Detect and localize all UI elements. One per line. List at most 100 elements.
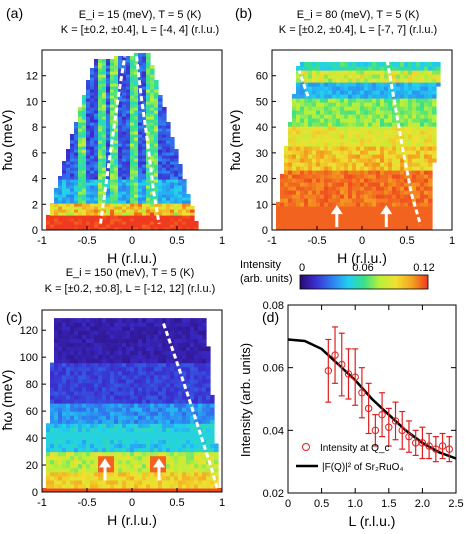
heatmap-cell bbox=[142, 407, 147, 412]
heatmap-cell bbox=[312, 178, 317, 183]
heatmap-cell bbox=[46, 224, 51, 228]
heatmap-cell bbox=[340, 122, 345, 127]
heatmap-cell bbox=[420, 130, 425, 135]
heatmap-cell bbox=[162, 209, 167, 213]
heatmap-cell bbox=[102, 80, 107, 84]
heatmap-cell bbox=[178, 342, 183, 347]
heatmap-cell bbox=[114, 62, 119, 66]
heatmap-cell bbox=[94, 403, 99, 408]
heatmap-cell bbox=[344, 166, 349, 171]
heatmap-cell bbox=[138, 101, 143, 105]
heatmap-cell bbox=[400, 194, 405, 199]
heatmap-cell bbox=[380, 70, 385, 75]
heatmap-cell bbox=[114, 362, 119, 368]
heatmap-cell bbox=[412, 186, 417, 191]
heatmap-cell bbox=[324, 74, 329, 79]
heatmap-cell bbox=[284, 226, 289, 230]
heatmap-cell bbox=[74, 411, 79, 416]
heatmap-cell bbox=[182, 342, 187, 347]
heatmap-cell bbox=[126, 131, 131, 135]
heatmap-cell bbox=[138, 354, 143, 360]
heatmap-cell bbox=[94, 149, 99, 153]
heatmap-cell bbox=[360, 190, 365, 195]
heatmap-cell bbox=[396, 158, 401, 163]
heatmap-cell bbox=[54, 354, 59, 360]
heatmap-cell bbox=[142, 435, 147, 441]
heatmap-cell bbox=[352, 206, 357, 211]
heatmap-cell bbox=[308, 218, 313, 223]
heatmap-cell bbox=[110, 382, 115, 388]
heatmap-cell bbox=[126, 125, 131, 129]
heatmap-cell bbox=[130, 443, 135, 449]
heatmap-cell bbox=[408, 170, 413, 175]
heatmap-cell bbox=[380, 86, 385, 91]
heatmap-cell bbox=[328, 154, 333, 159]
heatmap-cell bbox=[154, 411, 159, 416]
heatmap-cell bbox=[122, 89, 127, 93]
heatmap-cell bbox=[432, 130, 437, 135]
heatmap-cell bbox=[134, 358, 139, 364]
heatmap-cell bbox=[86, 149, 91, 153]
heatmap-cell bbox=[154, 362, 159, 368]
heatmap-cell bbox=[118, 140, 123, 144]
heatmap-cell bbox=[158, 134, 163, 138]
heatmap-cell bbox=[424, 158, 429, 163]
heatmap-cell bbox=[400, 150, 405, 155]
heatmap-cell bbox=[62, 439, 67, 445]
heatmap-cell bbox=[110, 334, 115, 339]
heatmap-cell bbox=[118, 119, 123, 123]
heatmap-cell bbox=[70, 158, 75, 162]
heatmap-cell bbox=[134, 92, 139, 96]
heatmap-cell bbox=[388, 102, 393, 107]
heatmap-cell bbox=[74, 197, 79, 201]
heatmap-cell bbox=[300, 94, 305, 99]
heatmap-cell bbox=[428, 94, 433, 99]
heatmap-cell bbox=[110, 415, 115, 420]
heatmap-cell bbox=[70, 224, 75, 228]
heatmap-cell bbox=[54, 415, 59, 420]
heatmap-cell bbox=[320, 174, 325, 179]
heatmap-cell bbox=[150, 479, 155, 485]
heatmap-cell bbox=[74, 149, 79, 153]
heatmap-cell bbox=[146, 358, 151, 364]
heatmap-cell bbox=[154, 128, 159, 132]
heatmap-cell bbox=[90, 471, 95, 477]
heatmap-cell bbox=[304, 182, 309, 187]
heatmap-cell bbox=[280, 182, 285, 187]
heatmap-cell bbox=[190, 366, 195, 372]
heatmap-cell bbox=[186, 218, 191, 222]
heatmap-cell bbox=[408, 222, 413, 227]
heatmap-cell bbox=[158, 386, 163, 392]
heatmap-cell bbox=[102, 107, 107, 111]
heatmap-cell bbox=[110, 161, 115, 165]
y-tick-label: 2 bbox=[32, 199, 38, 211]
heatmap-cell bbox=[70, 475, 75, 481]
heatmap-cell bbox=[86, 407, 91, 412]
heatmap-cell bbox=[110, 170, 115, 174]
heatmap-cell bbox=[90, 366, 95, 372]
heatmap-cell bbox=[66, 366, 71, 372]
heatmap-cell bbox=[158, 415, 163, 420]
heatmap-cell bbox=[174, 149, 179, 153]
heatmap-cell bbox=[388, 150, 393, 155]
heatmap-cell bbox=[114, 176, 119, 180]
heatmap-cell bbox=[146, 200, 151, 204]
heatmap-cell bbox=[292, 134, 297, 139]
heatmap-cell bbox=[396, 90, 401, 95]
heatmap-cell bbox=[368, 126, 373, 131]
heatmap-cell bbox=[86, 86, 91, 90]
heatmap-cell bbox=[198, 382, 203, 388]
heatmap-cell bbox=[412, 206, 417, 211]
heatmap-cell bbox=[78, 366, 83, 372]
heatmap-cell bbox=[150, 209, 155, 213]
heatmap-cell bbox=[420, 166, 425, 171]
heatmap-cell bbox=[154, 116, 159, 120]
heatmap-cell bbox=[404, 222, 409, 227]
heatmap-cell bbox=[130, 125, 135, 129]
heatmap-cell bbox=[420, 186, 425, 191]
heatmap-cell bbox=[50, 415, 55, 420]
x-tick-label: 2.0 bbox=[415, 498, 430, 510]
heatmap-cell bbox=[154, 431, 159, 436]
heatmap-cell bbox=[376, 130, 381, 135]
heatmap-cell bbox=[70, 366, 75, 372]
